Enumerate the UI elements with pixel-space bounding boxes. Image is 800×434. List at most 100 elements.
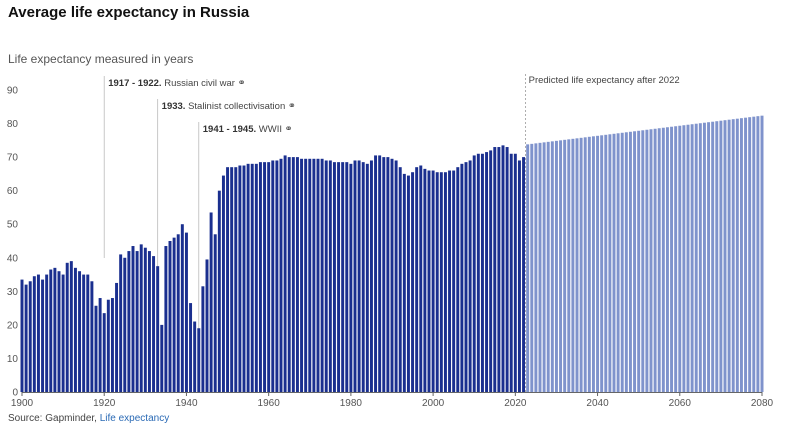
x-tick-label: 1920	[93, 398, 116, 409]
bar-historical	[139, 244, 143, 392]
bar-historical	[242, 165, 246, 392]
bar-historical	[94, 305, 98, 392]
bar-predicted	[550, 141, 554, 392]
bar-historical	[468, 160, 472, 392]
bar-historical	[123, 257, 127, 392]
annotation-years: 1917 - 1922.	[108, 78, 164, 89]
bar-predicted	[670, 126, 674, 393]
bar-historical	[152, 256, 156, 392]
bar-predicted	[633, 131, 637, 392]
x-tick-label: 2060	[669, 398, 692, 409]
bar-predicted	[711, 121, 715, 393]
y-tick-label: 90	[7, 86, 19, 97]
bar-historical	[127, 251, 131, 392]
bar-historical	[73, 267, 77, 392]
bar-historical	[230, 167, 234, 392]
annotation-event: WWII	[259, 124, 285, 135]
bar-historical	[184, 232, 188, 392]
bar-historical	[180, 224, 184, 392]
bar-historical	[45, 274, 49, 392]
bar-historical	[250, 163, 254, 392]
bar-historical	[349, 163, 353, 392]
bar-historical	[57, 271, 61, 392]
source-link[interactable]: Life expectancy	[99, 413, 170, 424]
bar-historical	[267, 162, 271, 392]
predicted-bars	[526, 115, 764, 393]
bar-historical	[324, 160, 328, 392]
bar-predicted	[604, 134, 608, 393]
bar-historical	[78, 271, 82, 392]
bar-historical	[398, 167, 402, 392]
bar-historical	[493, 147, 497, 392]
chart-title: Average life expectancy in Russia	[8, 4, 250, 21]
link-icon[interactable]: ⚭	[288, 101, 296, 112]
bar-predicted	[596, 135, 600, 393]
link-icon[interactable]: ⚭	[285, 124, 293, 135]
bar-historical	[131, 246, 135, 392]
bar-historical	[156, 266, 160, 392]
bar-historical	[254, 163, 258, 392]
bar-historical	[32, 276, 36, 392]
bar-historical	[378, 155, 382, 392]
annotation-label: 1917 - 1922. Russian civil war ⚭	[108, 78, 245, 89]
bar-historical	[332, 162, 336, 392]
bar-predicted	[641, 130, 645, 392]
y-axis: 0 10 20 30 40 50 60 70 80 90	[7, 86, 19, 399]
bar-historical	[168, 241, 172, 392]
x-tick-label: 1900	[11, 398, 34, 409]
y-tick-label: 80	[7, 119, 19, 130]
bar-historical	[406, 175, 410, 392]
bar-historical	[509, 153, 513, 392]
bar-historical	[53, 267, 57, 392]
bar-historical	[28, 281, 32, 392]
bar-predicted	[567, 139, 571, 392]
bar-historical	[464, 162, 468, 392]
bar-historical	[36, 274, 40, 392]
bar-historical	[287, 157, 291, 392]
annotation-years: 1941 - 1945.	[203, 124, 259, 135]
annotation-event: Russian civil war	[164, 78, 237, 89]
source-prefix: Source: Gapminder,	[8, 413, 97, 424]
bar-historical	[172, 237, 176, 392]
bar-predicted	[674, 126, 678, 393]
y-tick-label: 10	[7, 354, 19, 365]
bar-historical	[485, 152, 489, 392]
bar-predicted	[735, 118, 739, 392]
y-tick-label: 0	[12, 388, 18, 399]
bar-predicted	[657, 128, 661, 392]
link-icon[interactable]: ⚭	[238, 78, 246, 89]
bar-predicted	[719, 120, 723, 392]
bar-historical	[452, 170, 456, 392]
bar-historical	[41, 279, 45, 392]
bar-historical	[489, 150, 493, 392]
bar-historical	[328, 160, 332, 392]
bar-predicted	[546, 141, 550, 392]
bar-historical	[234, 167, 238, 392]
bar-historical	[189, 303, 193, 392]
bar-predicted	[748, 117, 752, 393]
x-tick-label: 1960	[258, 398, 281, 409]
x-tick-label: 2020	[504, 398, 527, 409]
bar-historical	[439, 172, 443, 392]
bar-historical	[374, 155, 378, 392]
bar-predicted	[707, 122, 711, 393]
bar-predicted	[591, 136, 595, 392]
x-tick-label: 1940	[175, 398, 198, 409]
bar-historical	[119, 254, 123, 392]
bar-predicted	[575, 138, 579, 392]
bar-predicted	[715, 121, 719, 393]
bar-historical	[472, 155, 476, 392]
annotation-label: 1933. Stalinist collectivisation ⚭	[162, 101, 296, 112]
bar-historical	[505, 147, 509, 392]
bar-historical	[69, 261, 73, 392]
bar-historical	[295, 157, 299, 392]
bar-historical	[456, 167, 460, 392]
bar-predicted	[563, 139, 567, 392]
bar-historical	[513, 153, 517, 392]
bar-historical	[193, 321, 197, 392]
bar-historical	[517, 160, 521, 392]
bar-historical	[382, 157, 386, 392]
bar-predicted	[653, 128, 657, 392]
bar-predicted	[542, 142, 546, 392]
bar-historical	[217, 190, 221, 392]
